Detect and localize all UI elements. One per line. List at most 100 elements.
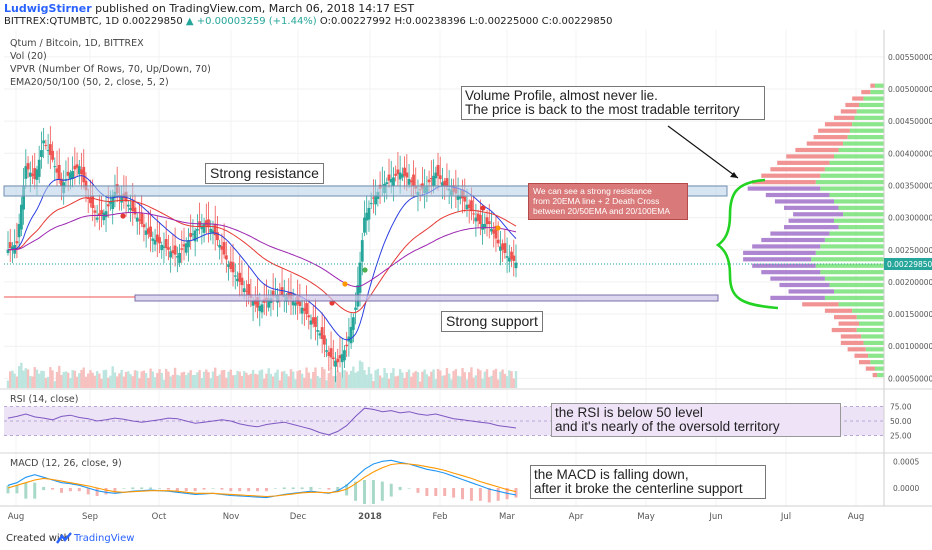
volume-bar (13, 373, 16, 388)
candle (354, 307, 357, 310)
vp-down-row (824, 122, 853, 127)
vp-down-row (845, 102, 859, 108)
volume-bar (365, 374, 368, 388)
volume-bar (62, 372, 65, 388)
candle (133, 207, 137, 215)
candle (302, 308, 306, 311)
vp-up-row (811, 257, 884, 262)
candle (140, 213, 144, 225)
candle (160, 244, 164, 251)
volume-bar (140, 371, 143, 388)
volume-bar (265, 373, 268, 388)
vp-down-row (834, 315, 857, 320)
vp-down-row (806, 141, 844, 146)
candle (334, 360, 337, 367)
candle (331, 357, 335, 360)
volume-bar (64, 371, 68, 388)
volume-bar (254, 373, 257, 388)
volume-bar (133, 370, 137, 388)
time-tick-label: Sep (82, 512, 98, 522)
candle (146, 228, 150, 234)
macd-histogram-bar (461, 488, 465, 500)
candle (37, 159, 41, 177)
volume-bar (503, 373, 507, 388)
volume-bar (260, 369, 264, 388)
candle (171, 250, 175, 253)
volume-bar (432, 369, 435, 388)
volume-bar (129, 374, 132, 388)
volume-bar (231, 375, 235, 388)
ohlc-values: O:0.00227992 H:0.00238396 L:0.00225000 C… (319, 16, 613, 27)
candle (46, 150, 50, 152)
candle (271, 290, 275, 297)
vp-down-row (840, 340, 864, 345)
volume-bar (514, 371, 518, 388)
volume-bar (144, 373, 148, 388)
volume-bar (305, 367, 308, 388)
volume-bar (285, 373, 288, 388)
chart-header: LudwigStirner published on TradingView.c… (0, 0, 932, 30)
ema-cross-marker (480, 205, 486, 211)
volume-bar (164, 369, 168, 388)
volume-bar (407, 369, 411, 388)
volume-bar (456, 375, 460, 388)
volume-bar (490, 375, 493, 388)
volume-bar (251, 369, 255, 388)
vp-down-row (743, 257, 812, 262)
volume-bar (107, 377, 110, 388)
volume-bar (439, 370, 442, 388)
candle (22, 185, 25, 210)
volume-bar (459, 376, 462, 388)
volume-bar (470, 367, 473, 388)
vp-up-row (815, 263, 884, 268)
candle (120, 196, 124, 203)
volume-bar (158, 369, 161, 388)
macd-histogram-bar (15, 485, 19, 494)
price-tick-label: 0.00250000 (888, 246, 932, 255)
volume-bar (69, 378, 72, 388)
macd-histogram-bar (193, 488, 197, 492)
resistance-label: Strong resistance (205, 163, 324, 184)
candle (351, 317, 355, 330)
candle (153, 240, 157, 245)
candle (438, 175, 442, 180)
volume-bar (82, 367, 85, 388)
candle (71, 170, 75, 179)
price-tick-label: 0.00350000 (888, 181, 932, 190)
volume-bar (329, 367, 333, 388)
candle (77, 166, 81, 175)
candle (496, 239, 500, 244)
volume-bar (89, 369, 92, 388)
volume-bar (492, 370, 495, 388)
volume-bar (410, 376, 413, 388)
volume-bar (220, 370, 224, 388)
macd-histogram-bar (256, 488, 260, 492)
candle (35, 169, 39, 180)
candle (162, 246, 166, 248)
drawings (667, 125, 779, 310)
candle (398, 172, 402, 180)
vp-up-row (838, 302, 884, 307)
candle (394, 173, 398, 176)
volume-bar (296, 371, 299, 388)
candle (514, 262, 518, 269)
macd-histogram-bar (443, 488, 447, 496)
volume-bar (167, 371, 170, 388)
candle (73, 165, 77, 170)
candle (149, 226, 152, 237)
macd-annotation: the MACD is falling down, after it broke… (530, 465, 766, 500)
author-name[interactable]: LudwigStirner (4, 2, 92, 15)
volume-bar (416, 372, 420, 388)
indicator-rsi: RSI (14, close) (10, 394, 79, 405)
macd-line (7, 459, 517, 499)
candle (60, 178, 63, 186)
vp-up-row (877, 372, 884, 378)
vp-up-row (838, 205, 884, 210)
candle (400, 174, 404, 178)
tradingview-brand[interactable]: TradingView (74, 533, 135, 544)
candle (478, 214, 482, 225)
macd-histogram-bar (149, 487, 153, 490)
macd-histogram-bar (77, 488, 81, 492)
volume-bar (42, 371, 45, 388)
macd-histogram-bar (86, 488, 90, 495)
